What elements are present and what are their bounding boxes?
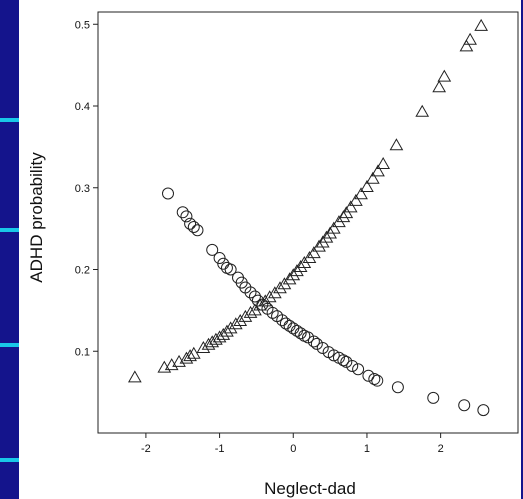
- triangle-marker: [326, 221, 341, 234]
- strip-tick: [0, 228, 19, 232]
- triangle-marker: [432, 80, 447, 93]
- circle-marker: [310, 337, 323, 350]
- strip-tick: [0, 343, 19, 347]
- triangle-marker: [307, 246, 321, 259]
- x-tick-label: -1: [215, 443, 225, 455]
- x-axis-title: Neglect-dad: [264, 479, 356, 498]
- triangle-marker: [371, 164, 385, 177]
- triangle-marker: [336, 210, 351, 223]
- triangle-marker: [415, 104, 430, 117]
- circle-marker: [251, 294, 264, 307]
- triangle-marker: [157, 360, 172, 373]
- y-axis-title: ADHD probability: [27, 152, 46, 283]
- x-axis-ticks: -2 -1 0 1 2: [141, 433, 444, 455]
- circle-marker: [206, 243, 219, 256]
- circle-marker: [162, 187, 174, 200]
- triangle-marker: [286, 268, 301, 281]
- circle-marker: [290, 324, 303, 337]
- circle-marker: [427, 391, 440, 404]
- circle-marker: [180, 210, 193, 223]
- triangle-marker: [312, 239, 326, 252]
- triangle-marker: [349, 193, 363, 206]
- x-tick-label: 0: [290, 443, 296, 455]
- circle-marker: [307, 335, 320, 348]
- x-tick-label: 1: [364, 443, 370, 455]
- triangle-marker: [463, 32, 477, 45]
- triangle-marker: [376, 157, 391, 170]
- circle-marker: [346, 359, 359, 372]
- circle-marker: [266, 306, 279, 319]
- circle-marker: [391, 381, 404, 394]
- triangle-marker: [273, 281, 287, 294]
- circle-marker: [224, 263, 237, 276]
- circle-marker: [176, 206, 189, 219]
- triangle-marker: [216, 327, 231, 340]
- circle-marker: [287, 322, 300, 335]
- y-tick-label: 0.2: [75, 265, 90, 277]
- circle-marker: [235, 276, 248, 289]
- circle-marker: [244, 286, 257, 299]
- triangle-marker: [243, 305, 258, 318]
- data-markers: [127, 18, 490, 417]
- circle-marker: [302, 331, 314, 344]
- strip-tick: [0, 118, 19, 122]
- circle-marker: [371, 374, 384, 387]
- circle-marker: [316, 341, 329, 354]
- circle-marker: [191, 224, 204, 237]
- y-tick-label: 0.1: [75, 346, 90, 358]
- circle-marker: [248, 290, 261, 303]
- right-edge-bar: [521, 0, 523, 499]
- triangle-marker: [354, 187, 368, 200]
- y-tick-label: 0.3: [75, 183, 90, 195]
- triangle-marker: [293, 260, 308, 273]
- triangle-marker: [223, 321, 238, 334]
- circle-marker: [368, 373, 381, 386]
- plot-frame: [97, 11, 519, 434]
- triangle-marker: [360, 179, 374, 192]
- triangle-marker: [183, 349, 197, 362]
- triangle-marker: [258, 294, 273, 307]
- circle-marker: [340, 355, 353, 368]
- triangle-marker: [365, 171, 380, 184]
- triangle-marker: [228, 317, 243, 330]
- triangle-marker: [319, 230, 334, 243]
- triangle-marker: [127, 370, 142, 383]
- y-tick-label: 0.4: [75, 101, 90, 113]
- circle-marker: [279, 317, 292, 330]
- triangle-marker: [437, 69, 452, 82]
- circle-marker: [187, 220, 200, 233]
- circle-marker: [477, 404, 490, 417]
- circle-marker: [217, 257, 230, 270]
- x-tick-label: -2: [141, 443, 151, 455]
- circle-marker: [283, 319, 296, 332]
- triangle-marker: [282, 272, 297, 285]
- circle-marker: [213, 252, 226, 265]
- triangle-marker: [389, 138, 404, 151]
- circle-marker: [184, 217, 197, 230]
- triangle-marker: [262, 290, 277, 303]
- triangle-marker: [474, 18, 489, 31]
- circle-marker: [276, 314, 289, 327]
- left-side-bar: [0, 0, 19, 499]
- circle-marker: [458, 399, 471, 412]
- triangle-marker: [343, 200, 358, 213]
- triangle-marker: [233, 313, 248, 327]
- triangle-marker: [220, 324, 234, 337]
- triangle-marker: [459, 39, 474, 52]
- x-tick-label: 2: [438, 443, 444, 455]
- strip-tick: [0, 458, 19, 462]
- circle-marker: [337, 354, 350, 367]
- circle-marker: [352, 363, 365, 376]
- triangle-marker: [238, 309, 253, 322]
- circle-marker: [294, 327, 307, 340]
- triangle-marker: [290, 264, 304, 277]
- y-axis-ticks: 0.1 0.2 0.3 0.4 0.5: [75, 19, 98, 358]
- y-tick-label: 0.5: [75, 19, 90, 31]
- circle-marker: [232, 271, 244, 284]
